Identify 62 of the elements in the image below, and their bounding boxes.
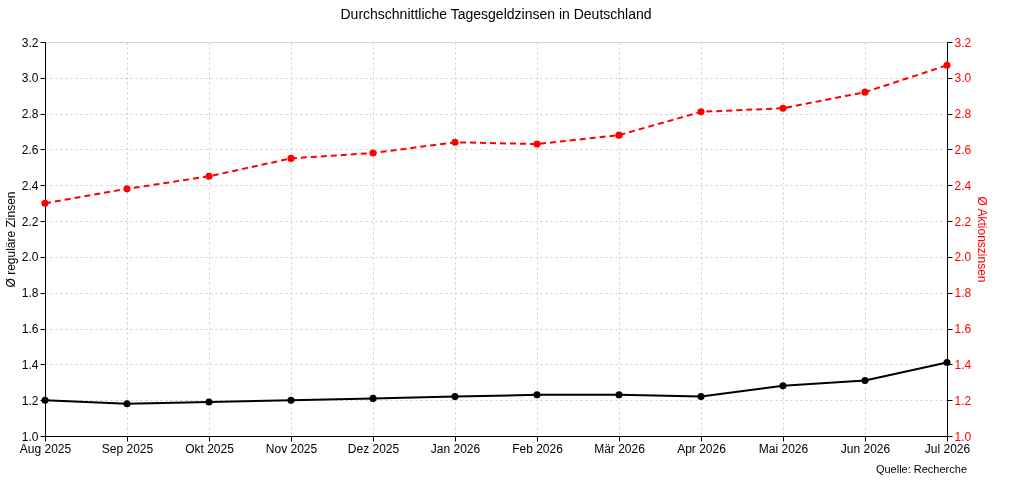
y2-tick-label: 1.4 (954, 357, 972, 372)
y-tick-label: 2.6 (21, 142, 39, 157)
y-tick-label: 3.0 (21, 71, 39, 86)
x-tick-label: Jan 2026 (430, 441, 481, 456)
y2-tick-label: 1.0 (954, 429, 972, 444)
point (205, 398, 213, 406)
y-tick-label: 2.2 (21, 214, 39, 229)
x-tick-label: Apr 2026 (677, 441, 727, 456)
chart-title: Durchschnittliche Tagesgeldzinsen in Deutschland (340, 6, 652, 22)
x-tick-label: Jun 2026 (840, 441, 891, 456)
y-tick-label: 1.4 (21, 357, 39, 372)
x-tick-label: Mär 2026 (594, 441, 646, 456)
point (41, 199, 49, 207)
y-tick-label: 1.8 (21, 286, 39, 301)
y2-tick-label: 2.2 (954, 214, 972, 229)
point (369, 149, 377, 157)
point (451, 393, 459, 401)
y-tick-label: 1.6 (21, 322, 39, 337)
x-tick-label: Jul 2026 (924, 441, 971, 456)
x-tick-label: Sep 2025 (101, 441, 154, 456)
source-note: Quelle: Recherche (875, 463, 967, 475)
point (287, 396, 295, 404)
point (287, 154, 295, 162)
y2-axis-title: Ø Aktionszinsen (975, 196, 990, 283)
x-tick-label: Feb 2026 (512, 441, 564, 456)
y-tick-label: 2.8 (21, 107, 39, 122)
y-tick-label: 1.2 (21, 393, 39, 408)
y2-tick-label: 1.2 (954, 393, 972, 408)
point (205, 172, 213, 180)
point (779, 104, 787, 112)
point (533, 140, 541, 148)
y2-tick-label: 1.6 (954, 322, 972, 337)
y2-tick-label: 2.6 (954, 142, 972, 157)
y-tick-label: 2.4 (21, 178, 39, 193)
point (697, 108, 705, 116)
x-tick-label: Dez 2025 (347, 441, 400, 456)
x-tick-label: Okt 2025 (185, 441, 235, 456)
y2-tick-label: 1.8 (954, 286, 972, 301)
point (861, 88, 869, 96)
y-axis-title: Ø reguläre Zinsen (3, 191, 18, 288)
point (123, 400, 131, 408)
y2-tick-label: 2.8 (954, 107, 972, 122)
y2-tick-label: 2.0 (954, 250, 972, 265)
point (533, 391, 541, 399)
point (451, 138, 459, 146)
x-tick-label: Aug 2025 (19, 441, 72, 456)
y-tick-label: 3.2 (21, 35, 39, 50)
point (369, 394, 377, 402)
point (697, 393, 705, 401)
y2-tick-label: 3.2 (954, 35, 972, 50)
point (779, 382, 787, 390)
point (615, 391, 623, 399)
y-tick-label: 2.0 (21, 250, 39, 265)
y2-tick-label: 2.4 (954, 178, 972, 193)
x-tick-label: Nov 2025 (265, 441, 318, 456)
y-tick-label: 1.0 (21, 429, 39, 444)
point (123, 185, 131, 193)
x-tick-label: Mai 2026 (758, 441, 809, 456)
point (615, 131, 623, 139)
y2-tick-label: 3.0 (954, 71, 972, 86)
point (861, 376, 869, 385)
point (943, 61, 951, 69)
